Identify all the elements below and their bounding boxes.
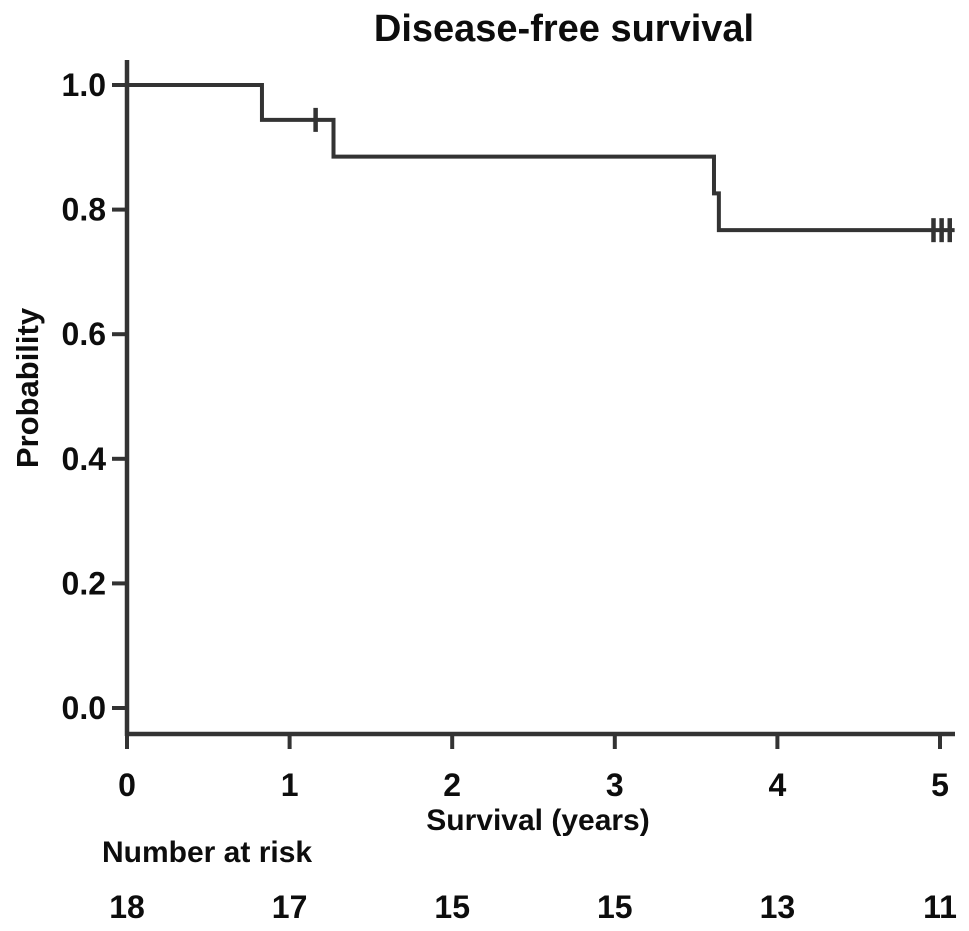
y-tick-label: 0.4	[62, 441, 107, 477]
x-tick-label: 4	[769, 767, 787, 803]
risk-count: 13	[760, 889, 796, 925]
risk-count: 15	[597, 889, 633, 925]
y-tick-label: 0.0	[62, 690, 106, 726]
risk-table-label: Number at risk	[102, 836, 313, 869]
x-tick-label: 1	[281, 767, 299, 803]
x-tick-label: 2	[443, 767, 461, 803]
risk-count: 11	[923, 889, 957, 925]
y-tick-label: 0.8	[62, 192, 106, 228]
x-axis-label: Survival (years)	[426, 804, 650, 837]
chart-title: Disease-free survival	[373, 8, 755, 50]
x-tick-label: 0	[118, 767, 136, 803]
y-axis-label: Probability	[10, 307, 45, 469]
y-tick-label: 0.6	[62, 316, 106, 352]
risk-count: 18	[109, 889, 145, 925]
y-tick-label: 0.2	[62, 565, 106, 601]
x-tick-label: 5	[931, 767, 949, 803]
risk-count: 15	[434, 889, 470, 925]
x-tick-label: 3	[606, 767, 624, 803]
risk-count: 17	[272, 889, 308, 925]
y-tick-label: 1.0	[62, 67, 106, 103]
km-survival-curve	[127, 83, 955, 233]
